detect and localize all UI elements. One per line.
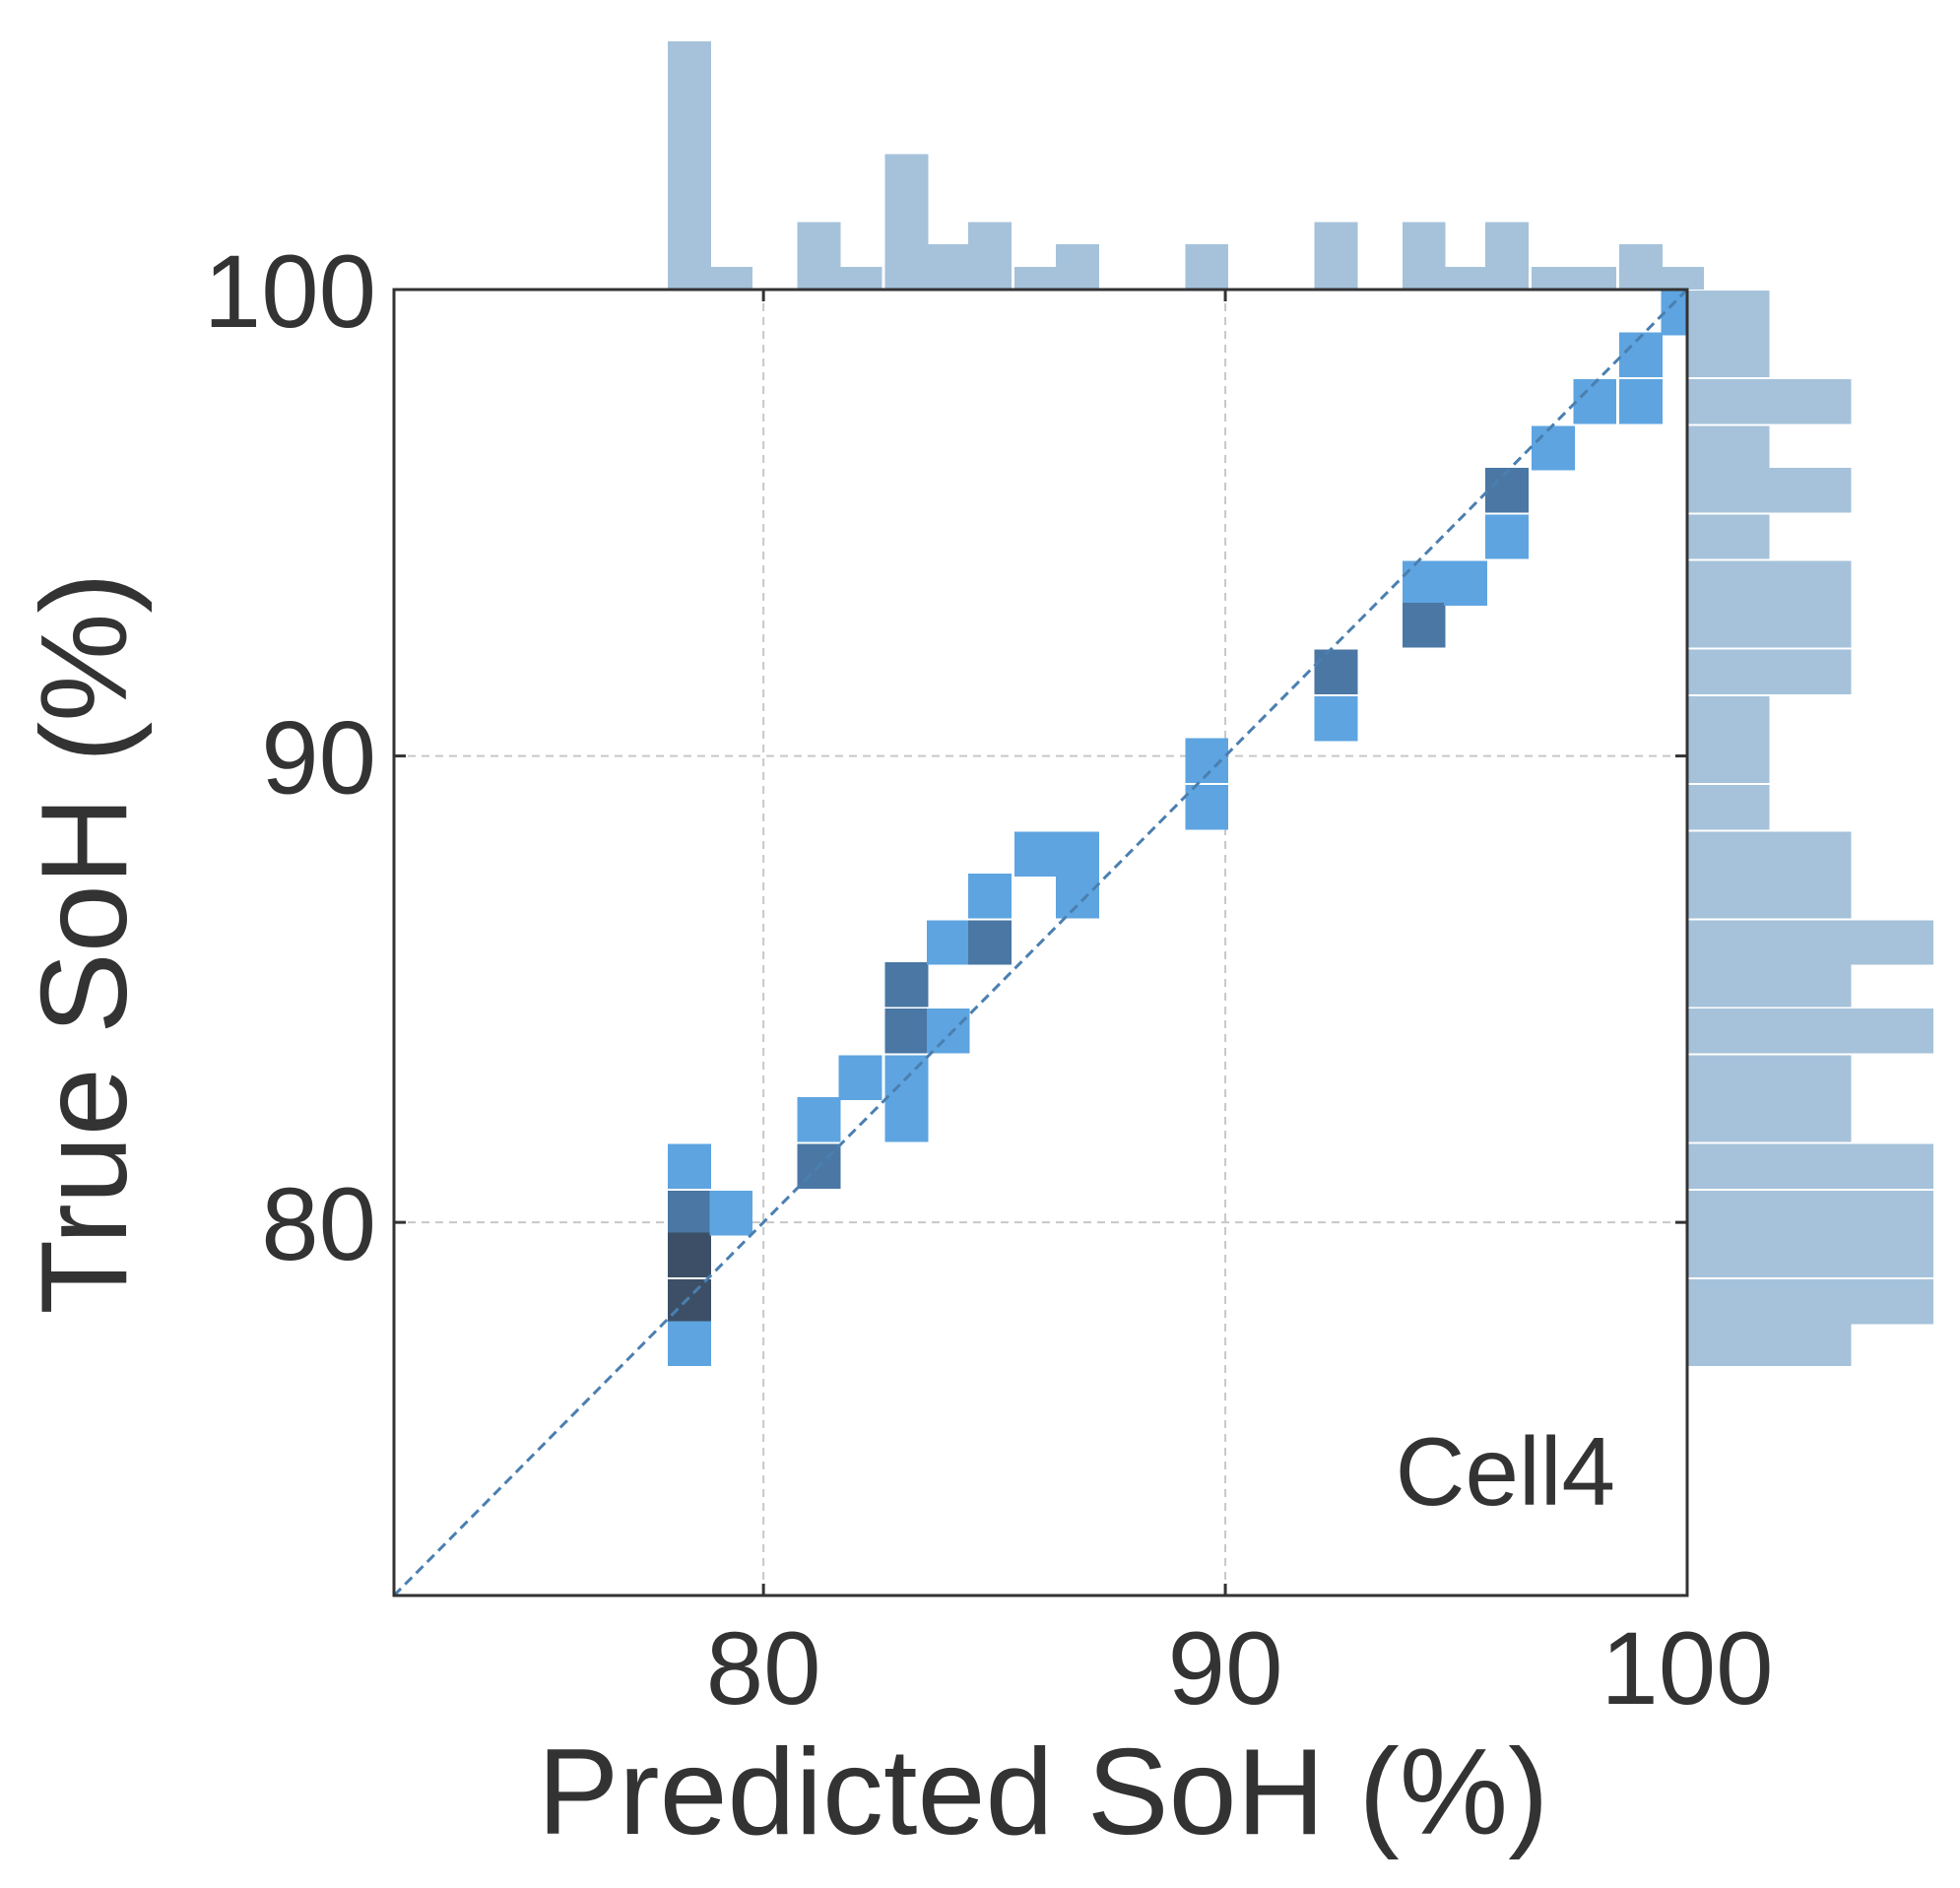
marginal-y-bar-5 <box>1687 1097 1852 1142</box>
heatmap-cell-24 <box>1402 560 1446 607</box>
marginal-x-bar-1 <box>709 267 753 290</box>
marginal-x-bar-3 <box>797 222 841 290</box>
heatmap-cell-31 <box>1619 378 1663 424</box>
heatmap-cell-23 <box>1314 695 1358 742</box>
marginal-y-bar-2 <box>1687 1232 1933 1278</box>
grid-lines <box>394 290 1687 1595</box>
marginal-y-bar-19 <box>1687 467 1852 513</box>
heatmap-cell-10 <box>884 1097 929 1142</box>
diagonal-line <box>392 288 1689 1597</box>
marginal-x-bar-18 <box>1444 267 1487 290</box>
marginal-y-bar-6 <box>1687 1055 1852 1101</box>
heatmap-cell-17 <box>1013 831 1058 877</box>
marginal-y-bar-14 <box>1687 695 1770 742</box>
marginal-histogram-right <box>1687 290 1933 1367</box>
heatmap-cell-12 <box>884 961 929 1008</box>
marginal-x-bar-6 <box>926 244 970 290</box>
heatmap-cell-11 <box>884 1009 929 1054</box>
heatmap-cell-4 <box>668 1321 711 1367</box>
heatmap-cell-22 <box>1314 649 1358 695</box>
heatmap-cell-25 <box>1402 603 1446 648</box>
heatmap-cell-8 <box>838 1055 882 1101</box>
marginal-x-bar-0 <box>668 41 711 290</box>
marginal-x-bar-9 <box>1056 244 1099 290</box>
heatmap-cell-13 <box>926 1009 970 1054</box>
x-tick-label-100: 100 <box>1601 1611 1773 1726</box>
marginal-x-bar-22 <box>1619 244 1663 290</box>
heatmap-cell-28 <box>1485 514 1529 559</box>
marginal-y-bar-16 <box>1687 603 1852 648</box>
cell-annotation: Cell4 <box>1396 1417 1615 1526</box>
y-axis-label: True SoH (%) <box>17 572 153 1314</box>
marginal-y-bar-22 <box>1687 332 1770 378</box>
marginal-y-bar-0 <box>1687 1321 1852 1367</box>
marginal-x-bar-20 <box>1532 267 1575 290</box>
plot-border <box>392 288 1689 1597</box>
heatmap-cell-1 <box>668 1190 711 1236</box>
heatmap-cell-15 <box>968 920 1012 965</box>
heatmap-cell-6 <box>797 1097 841 1142</box>
marginal-x-bar-4 <box>838 267 882 290</box>
marginal-y-bar-8 <box>1687 961 1852 1008</box>
heatmap-cells <box>668 290 1705 1367</box>
marginal-y-bar-23 <box>1687 290 1770 336</box>
marginal-y-bar-15 <box>1687 649 1852 695</box>
y-tick-label-100: 100 <box>204 234 376 350</box>
marginal-y-bar-13 <box>1687 738 1770 784</box>
marginal-y-bar-18 <box>1687 514 1770 559</box>
heatmap-cell-16 <box>968 873 1012 919</box>
y-tick-label-80: 80 <box>261 1167 376 1282</box>
marginal-x-bar-19 <box>1485 222 1529 290</box>
x-tick-label-80: 80 <box>706 1611 821 1726</box>
marginal-x-bar-7 <box>968 222 1012 290</box>
x-axis-label: Predicted SoH (%) <box>538 1725 1549 1860</box>
heatmap-cell-3 <box>668 1278 711 1325</box>
heatmap-cell-29 <box>1532 425 1575 471</box>
heatmap-cell-21 <box>1185 784 1229 830</box>
x-tick-label-90: 90 <box>1168 1611 1283 1726</box>
marginal-x-bar-8 <box>1013 267 1058 290</box>
marginal-x-bar-12 <box>1185 244 1229 290</box>
marginal-y-bar-4 <box>1687 1143 1933 1190</box>
heatmap-cell-18 <box>1056 831 1099 877</box>
marginal-y-bar-17 <box>1687 560 1852 607</box>
marginal-y-bar-3 <box>1687 1190 1933 1236</box>
marginal-y-bar-7 <box>1687 1009 1933 1054</box>
diagonal-reference <box>392 288 1689 1597</box>
marginal-histogram-top <box>668 41 1705 290</box>
marginal-x-bar-17 <box>1402 222 1446 290</box>
heatmap-cell-30 <box>1573 378 1617 424</box>
marginal-y-bar-20 <box>1687 425 1770 471</box>
heatmap-cell-32 <box>1619 332 1663 378</box>
marginal-x-bar-21 <box>1573 267 1617 290</box>
plot-frame <box>392 288 1689 1597</box>
heatmap-cell-14 <box>926 920 970 965</box>
heatmap-cell-2 <box>668 1232 711 1278</box>
marginal-y-bar-11 <box>1687 831 1852 877</box>
marginal-y-bar-1 <box>1687 1278 1933 1325</box>
marginal-x-bar-23 <box>1661 267 1705 290</box>
marginal-x-bar-5 <box>884 154 929 290</box>
heatmap-cell-5 <box>709 1190 753 1236</box>
heatmap-cell-19 <box>1056 873 1099 919</box>
marginal-y-bar-21 <box>1687 378 1852 424</box>
y-tick-label-90: 90 <box>261 701 376 816</box>
heatmap-cell-27 <box>1485 467 1529 513</box>
axis-ticks: 80 90 100 80 90 100 <box>204 234 1774 1726</box>
heatmap-cell-26 <box>1444 560 1487 607</box>
marginal-y-bar-9 <box>1687 920 1933 965</box>
marginal-y-bar-10 <box>1687 873 1852 919</box>
marginal-x-bar-15 <box>1314 222 1358 290</box>
heatmap-cell-0 <box>668 1143 711 1190</box>
marginal-y-bar-12 <box>1687 784 1770 830</box>
